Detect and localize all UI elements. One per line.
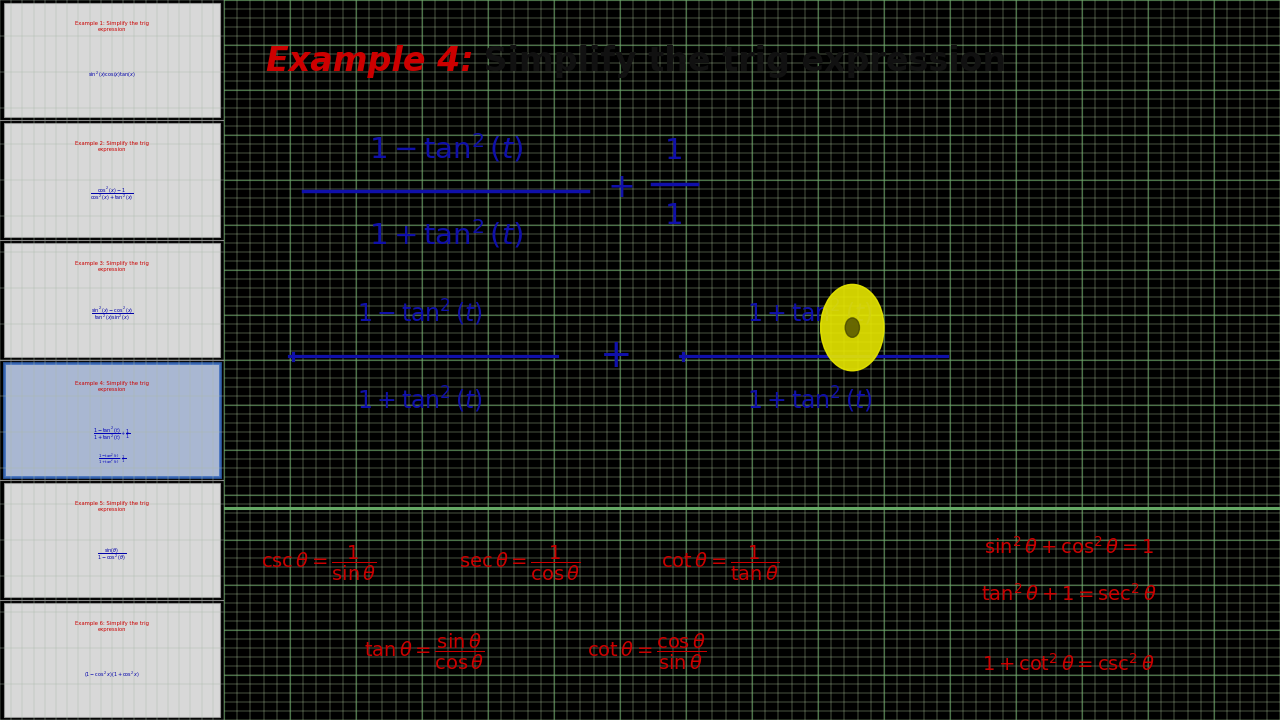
Text: Example 5: Simplify the trig
expression: Example 5: Simplify the trig expression <box>76 501 148 512</box>
Text: $1 + \cot^2\theta = \csc^2\theta$: $1 + \cot^2\theta = \csc^2\theta$ <box>982 653 1156 675</box>
Text: Example 4: Simplify the trig
expression: Example 4: Simplify the trig expression <box>76 381 148 392</box>
Text: $1 + \tan^2(t)$: $1 + \tan^2(t)$ <box>369 217 524 251</box>
Bar <box>5 123 220 237</box>
Text: $\dfrac{\sin(\theta)}{1-\cos^2(\theta)}$: $\dfrac{\sin(\theta)}{1-\cos^2(\theta)}$ <box>97 546 127 562</box>
Text: $1 - \tan^2(t)$: $1 - \tan^2(t)$ <box>357 298 483 328</box>
Text: $\dfrac{\sin^2(x)-\cos^2(x)}{\tan^2(x)\sin^2(x)}$: $\dfrac{\sin^2(x)-\cos^2(x)}{\tan^2(x)\s… <box>91 305 133 323</box>
Text: Example 6: Simplify the trig
expression: Example 6: Simplify the trig expression <box>76 621 148 632</box>
Text: $\dfrac{1-\tan^2(t)}{1+\tan^2(t)}+\dfrac{1}{1}$: $\dfrac{1-\tan^2(t)}{1+\tan^2(t)}+\dfrac… <box>93 426 131 444</box>
Text: $+$: $+$ <box>607 171 634 204</box>
Bar <box>5 603 220 717</box>
Bar <box>5 243 220 357</box>
Text: $\sec\theta = \dfrac{1}{\cos\theta}$: $\sec\theta = \dfrac{1}{\cos\theta}$ <box>458 544 581 582</box>
Text: $\tan\theta = \dfrac{\sin\theta}{\cos\theta}$: $\tan\theta = \dfrac{\sin\theta}{\cos\th… <box>365 631 485 672</box>
Text: $\sin^2(x)\cos(x)\tan(x)$: $\sin^2(x)\cos(x)\tan(x)$ <box>88 69 136 79</box>
Text: $\csc\theta = \dfrac{1}{\sin\theta}$: $\csc\theta = \dfrac{1}{\sin\theta}$ <box>261 544 376 582</box>
Text: Example 3: Simplify the trig
expression: Example 3: Simplify the trig expression <box>76 261 148 271</box>
Text: $1 + \tan^2(t)$: $1 + \tan^2(t)$ <box>748 384 873 415</box>
Text: Example 2: Simplify the trig
expression: Example 2: Simplify the trig expression <box>76 141 148 152</box>
Bar <box>5 363 220 477</box>
Ellipse shape <box>820 284 884 371</box>
Text: Simplify the trig expression: Simplify the trig expression <box>472 45 1006 78</box>
Text: $\tan^2\theta + 1 = \sec^2\theta$: $\tan^2\theta + 1 = \sec^2\theta$ <box>980 583 1157 605</box>
Text: $\frac{1-\tan^2(t)}{1+\tan^2(t)} \cdot \frac{1}{1}$: $\frac{1-\tan^2(t)}{1+\tan^2(t)} \cdot \… <box>97 451 127 466</box>
Text: $\dfrac{\cos^2(x)-1}{\cos^2(x)+\tan^2(x)}$: $\dfrac{\cos^2(x)-1}{\cos^2(x)+\tan^2(x)… <box>90 186 134 203</box>
Text: $+$: $+$ <box>599 338 630 375</box>
Text: Example 4:: Example 4: <box>266 45 474 78</box>
Text: $1 - \tan^2(t)$: $1 - \tan^2(t)$ <box>369 131 524 164</box>
Ellipse shape <box>845 318 859 337</box>
Text: $1 + \tan^2(t)$: $1 + \tan^2(t)$ <box>357 384 483 415</box>
Text: $\cot\theta = \dfrac{1}{\tan\theta}$: $\cot\theta = \dfrac{1}{\tan\theta}$ <box>662 544 780 582</box>
Bar <box>5 3 220 117</box>
Text: $\cot\theta = \dfrac{\cos\theta}{\sin\theta}$: $\cot\theta = \dfrac{\cos\theta}{\sin\th… <box>586 631 707 672</box>
Bar <box>5 483 220 597</box>
Text: $1 + \tan^2(t)$: $1 + \tan^2(t)$ <box>748 298 873 328</box>
Text: $1$: $1$ <box>664 138 682 165</box>
Text: $1$: $1$ <box>664 202 682 230</box>
Text: Example 1: Simplify the trig
expression: Example 1: Simplify the trig expression <box>76 21 148 32</box>
Text: $\sin^2\theta + \cos^2\theta = 1$: $\sin^2\theta + \cos^2\theta = 1$ <box>983 536 1155 558</box>
Text: $(1-\cos^2 x)(1+\cos^2 x)$: $(1-\cos^2 x)(1+\cos^2 x)$ <box>84 670 140 680</box>
